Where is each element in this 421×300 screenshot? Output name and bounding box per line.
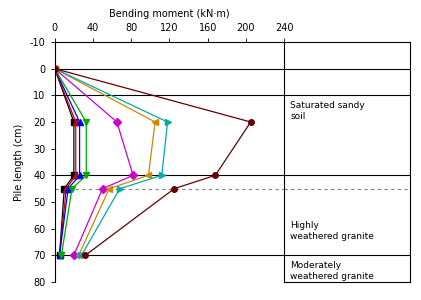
- Text: Moderately
weathered granite: Moderately weathered granite: [290, 261, 374, 281]
- X-axis label: Bending moment (kN·m): Bending moment (kN·m): [109, 9, 230, 20]
- Text: Saturated sandy
soil: Saturated sandy soil: [290, 101, 365, 121]
- Text: Highly
weathered granite: Highly weathered granite: [290, 221, 374, 241]
- Y-axis label: Pile length (cm): Pile length (cm): [14, 123, 24, 201]
